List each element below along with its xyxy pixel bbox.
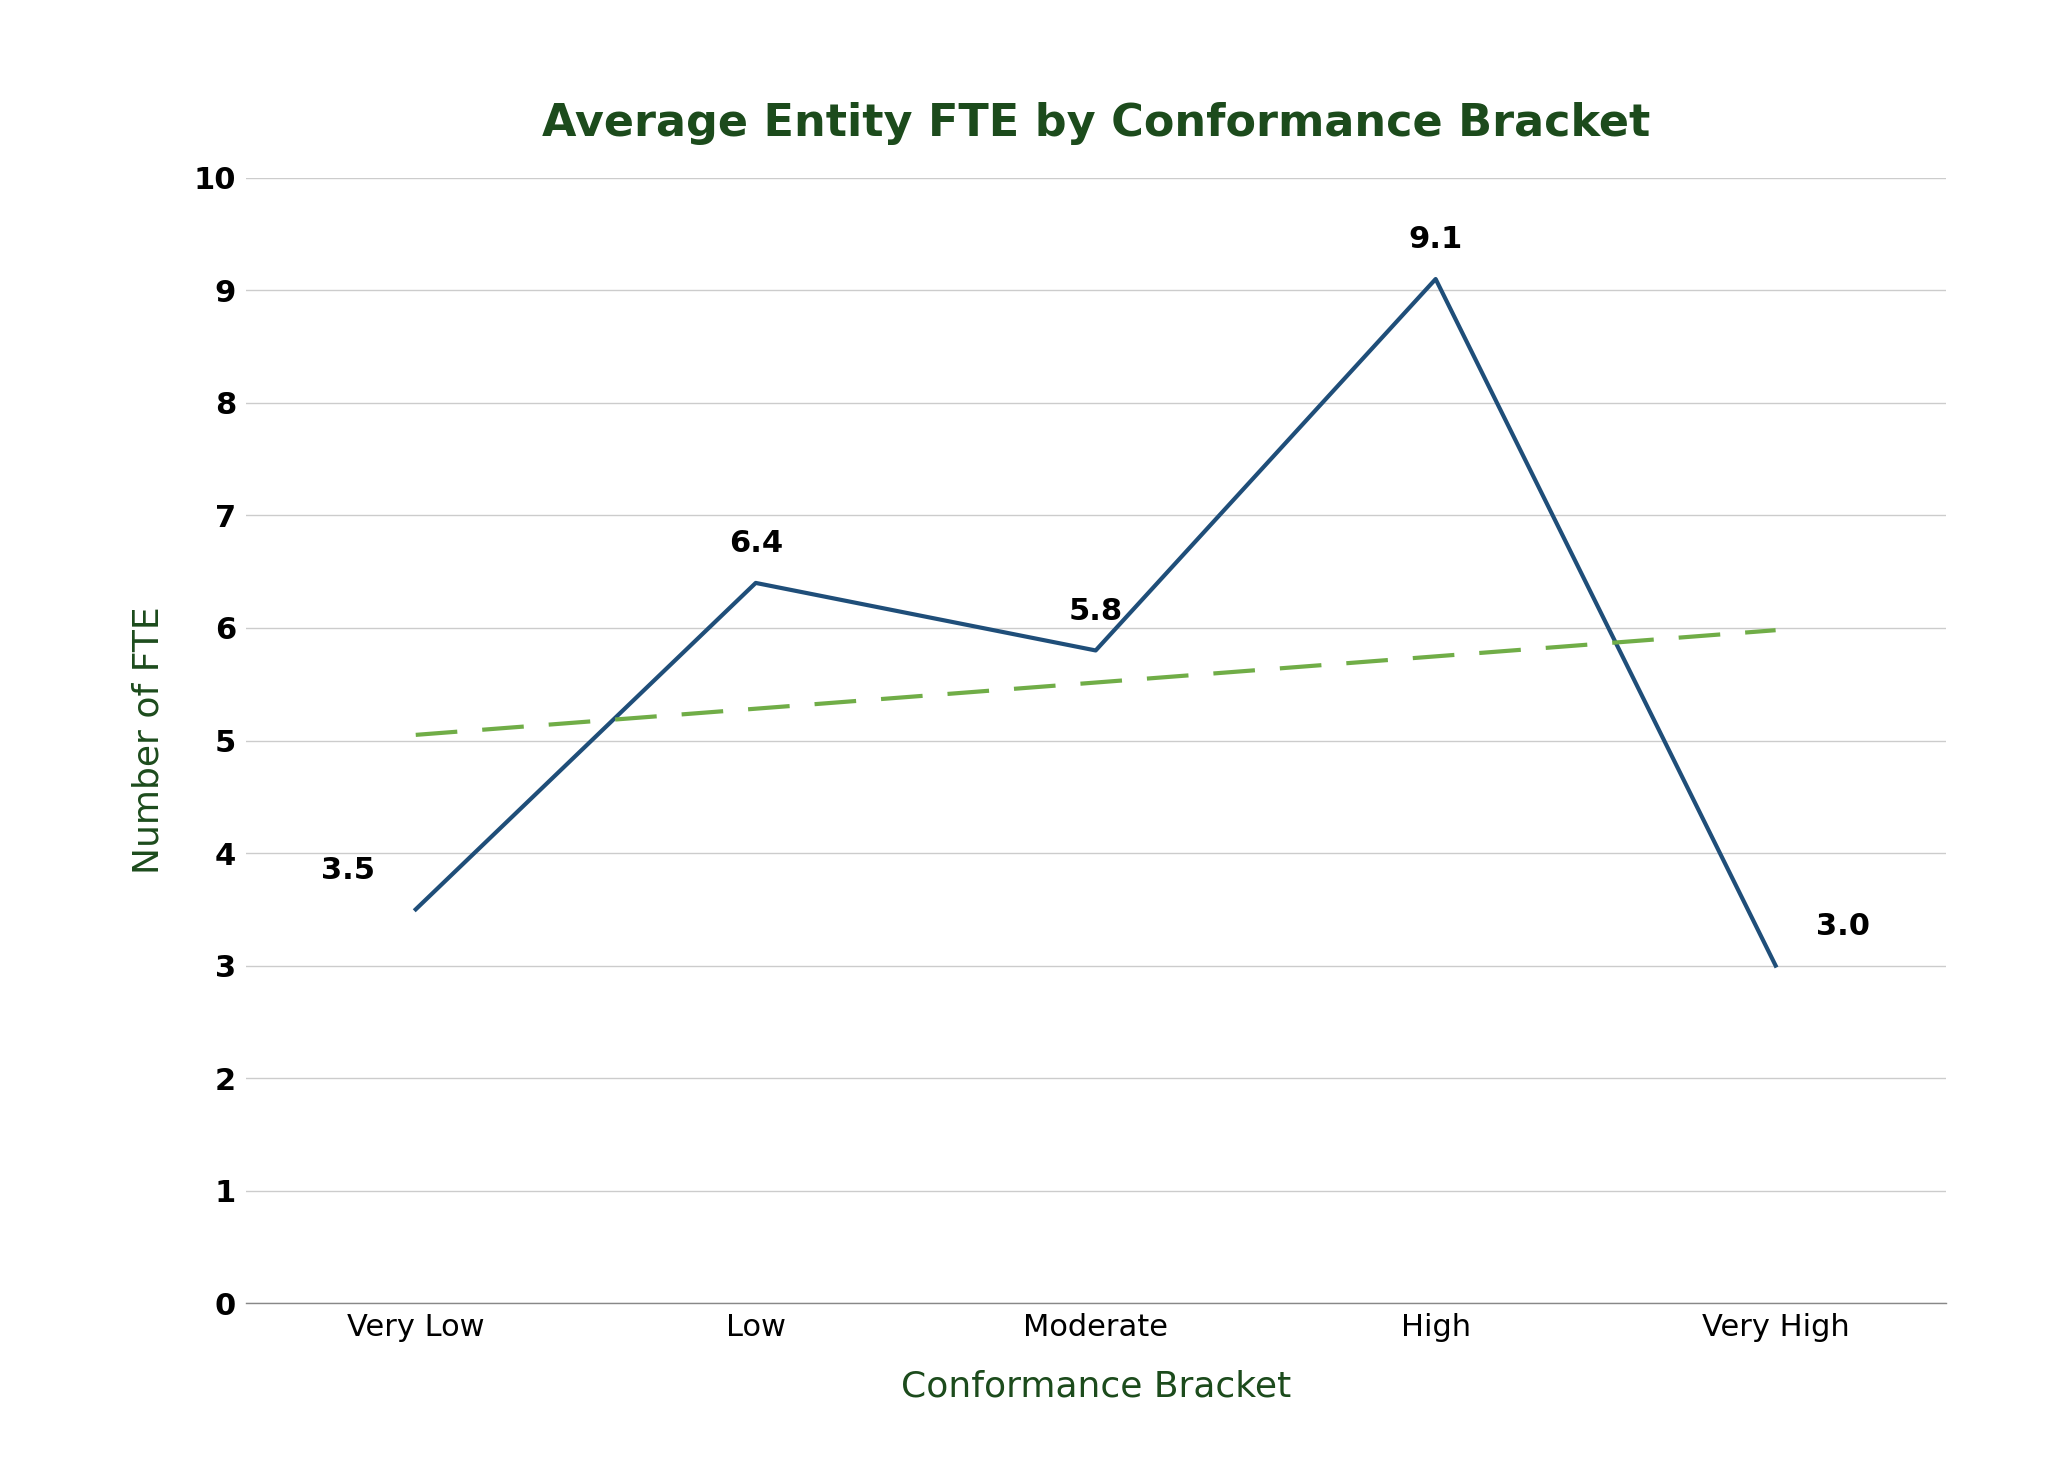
- X-axis label: Conformance Bracket: Conformance Bracket: [901, 1370, 1290, 1404]
- Text: 9.1: 9.1: [1409, 225, 1462, 255]
- Text: 3.0: 3.0: [1817, 912, 1870, 940]
- Text: 6.4: 6.4: [729, 529, 782, 558]
- Text: 5.8: 5.8: [1069, 597, 1122, 625]
- Title: Average Entity FTE by Conformance Bracket: Average Entity FTE by Conformance Bracke…: [541, 102, 1651, 145]
- Y-axis label: Number of FTE: Number of FTE: [131, 607, 166, 874]
- Text: 3.5: 3.5: [322, 856, 375, 884]
